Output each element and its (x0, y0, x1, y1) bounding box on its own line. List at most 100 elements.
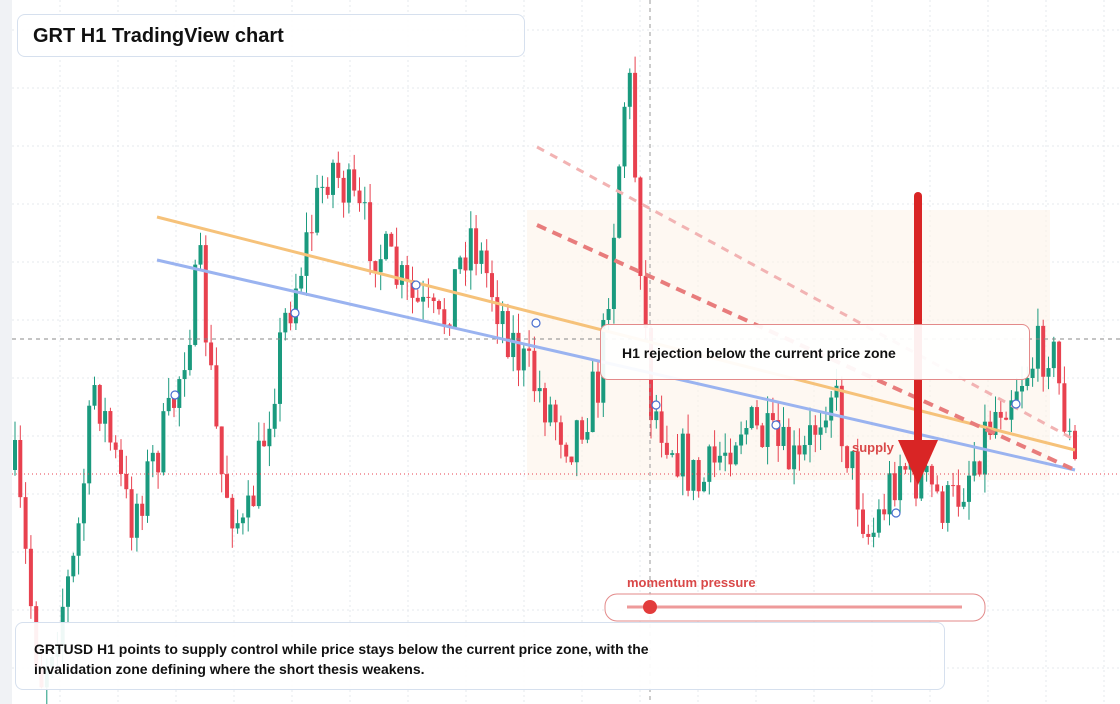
candle-body (193, 264, 198, 345)
marker (411, 280, 421, 290)
candle-body (945, 485, 950, 523)
candle-body (935, 484, 940, 492)
caption-text: GRTUSD H1 points to supply control while… (34, 641, 649, 677)
candle-body (203, 245, 208, 343)
candle-body (293, 288, 298, 324)
marker (651, 400, 661, 410)
candle-body (866, 533, 871, 537)
candle-body (717, 455, 722, 463)
candle-body (723, 452, 728, 456)
candle-body (845, 446, 850, 469)
candle-body (76, 523, 81, 556)
candle-body (956, 485, 961, 507)
candle-body (373, 261, 378, 273)
candle-body (150, 452, 155, 462)
candle-body (993, 411, 998, 435)
candle-body (511, 332, 516, 358)
candle-body (97, 385, 102, 424)
candle-body (28, 548, 33, 607)
candle-body (755, 407, 759, 426)
momentum-knob (643, 600, 657, 614)
candle-body (357, 190, 362, 204)
candle-body (309, 232, 314, 234)
candle-body (691, 460, 696, 491)
candle-body (728, 452, 733, 465)
candle-body (670, 453, 675, 455)
candle-body (405, 265, 410, 281)
candle-body (951, 485, 956, 487)
candle-body (256, 440, 261, 507)
candle-body (479, 250, 484, 264)
marker (290, 308, 300, 318)
candle-body (702, 481, 706, 492)
candle-body (315, 187, 320, 233)
candle-body (664, 442, 669, 455)
candle-body (770, 413, 775, 421)
candle-body (1020, 385, 1024, 392)
candle-body (421, 296, 426, 302)
candle-body (929, 465, 934, 485)
marker (771, 420, 781, 430)
arrow-head (898, 440, 938, 485)
candle-body (399, 265, 404, 285)
candle-body (967, 475, 971, 502)
title-box: GRT H1 TradingView chart (17, 14, 525, 57)
candle-body (415, 297, 420, 302)
candle-body (1062, 383, 1067, 432)
candle-body (108, 411, 113, 443)
candle-body (1051, 341, 1056, 369)
candle-body (431, 297, 436, 302)
candle-body (325, 186, 330, 195)
candle-body (892, 473, 897, 501)
candle-body (490, 273, 494, 298)
candle-body (442, 309, 447, 325)
candle-body (246, 495, 251, 518)
candle-body (235, 523, 240, 529)
candle-body (617, 166, 622, 238)
candle-body (362, 202, 367, 204)
candle-body (352, 169, 357, 191)
candle-body (209, 342, 214, 366)
candle-body (1057, 341, 1062, 384)
candle-body (654, 411, 659, 421)
candle-body (521, 348, 526, 371)
candle-body (627, 72, 632, 107)
candle-body (219, 426, 224, 475)
candle-body (855, 451, 860, 510)
candle-body (834, 385, 839, 398)
candle-body (378, 259, 383, 273)
candle-body (262, 440, 267, 447)
candle-body (410, 280, 415, 298)
candle-body (537, 388, 542, 392)
candle-body (129, 489, 134, 538)
candle-body (712, 446, 717, 463)
caption-box: GRTUSD H1 points to supply control while… (15, 622, 945, 690)
candle-body (876, 509, 881, 533)
candle-body (564, 444, 569, 457)
candle-body (590, 371, 595, 433)
title: GRT H1 TradingView chart (33, 25, 284, 47)
candle-body (686, 433, 691, 491)
candle-body (760, 425, 765, 447)
callout-text: H1 rejection below the current price zon… (622, 345, 896, 361)
candle-body (808, 425, 812, 445)
candle-body (733, 445, 738, 465)
trend-pink-dashed (536, 145, 1076, 442)
candle-body (103, 411, 108, 424)
candle-body (1046, 368, 1051, 377)
candle-body (145, 461, 150, 516)
candle-body (903, 466, 908, 470)
candle-body (961, 501, 966, 507)
candle-body (861, 509, 865, 534)
candle-body (166, 397, 171, 412)
candle-body (585, 432, 590, 440)
candle-body (81, 483, 86, 524)
candle-body (182, 370, 187, 380)
candle-body (532, 350, 537, 392)
candle-body (346, 169, 351, 203)
candle-body (240, 517, 245, 524)
candle-body (394, 246, 399, 285)
candle-body (792, 445, 797, 470)
candle-body (463, 257, 468, 271)
